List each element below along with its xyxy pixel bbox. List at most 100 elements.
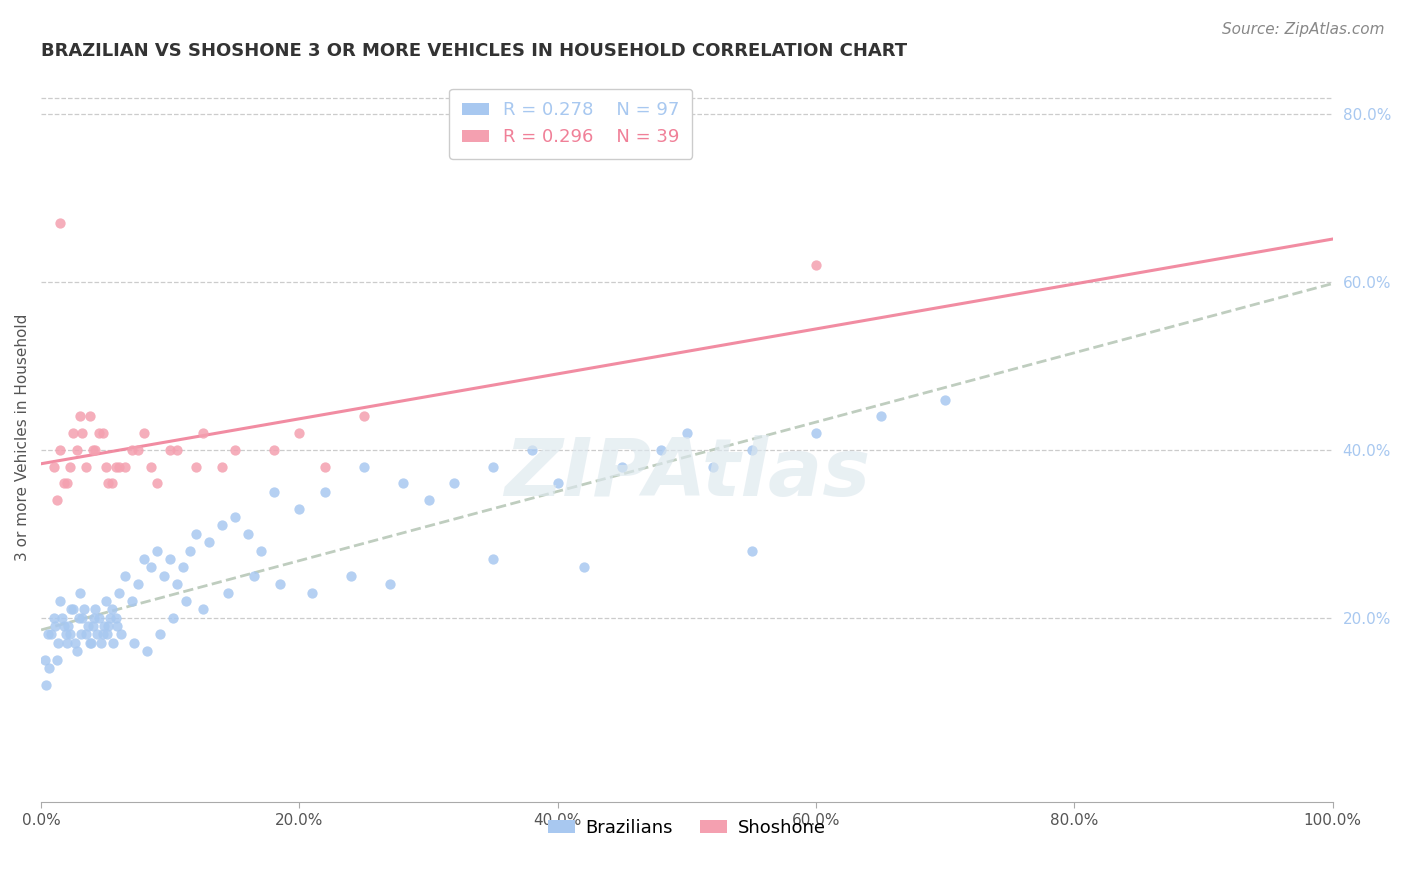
- Point: [174, 594, 197, 608]
- Point: [97, 476, 120, 491]
- Point: [107, 585, 129, 599]
- Point: [86, 627, 108, 641]
- Point: [191, 426, 214, 441]
- Point: [198, 535, 221, 549]
- Point: [66, 442, 89, 457]
- Point: [79, 636, 101, 650]
- Point: [44, 619, 66, 633]
- Y-axis label: 3 or more Vehicles in Household: 3 or more Vehicles in Household: [15, 314, 30, 561]
- Point: [162, 611, 184, 625]
- Point: [72, 426, 94, 441]
- Text: ZIPAtlas: ZIPAtlas: [503, 434, 870, 513]
- Point: [166, 577, 188, 591]
- Point: [101, 602, 124, 616]
- Point: [91, 426, 114, 441]
- Point: [249, 543, 271, 558]
- Point: [314, 459, 336, 474]
- Point: [217, 585, 239, 599]
- Point: [56, 476, 79, 491]
- Point: [96, 627, 118, 641]
- Point: [136, 644, 159, 658]
- Point: [66, 644, 89, 658]
- Point: [75, 459, 97, 474]
- Point: [741, 543, 763, 558]
- Point: [59, 602, 82, 616]
- Point: [520, 442, 543, 457]
- Point: [69, 409, 91, 424]
- Point: [482, 552, 505, 566]
- Point: [804, 259, 827, 273]
- Point: [63, 636, 86, 650]
- Point: [89, 636, 111, 650]
- Point: [146, 543, 169, 558]
- Point: [443, 476, 465, 491]
- Point: [572, 560, 595, 574]
- Point: [191, 602, 214, 616]
- Point: [53, 476, 76, 491]
- Point: [391, 476, 413, 491]
- Point: [105, 459, 128, 474]
- Point: [56, 636, 79, 650]
- Point: [263, 442, 285, 457]
- Point: [51, 611, 73, 625]
- Point: [75, 627, 97, 641]
- Point: [58, 459, 80, 474]
- Point: [38, 661, 60, 675]
- Point: [82, 442, 104, 457]
- Point: [121, 594, 143, 608]
- Point: [122, 636, 145, 650]
- Point: [107, 459, 129, 474]
- Point: [103, 636, 125, 650]
- Point: [224, 510, 246, 524]
- Point: [49, 442, 72, 457]
- Point: [482, 459, 505, 474]
- Point: [49, 216, 72, 230]
- Point: [94, 594, 117, 608]
- Point: [62, 602, 84, 616]
- Point: [45, 493, 67, 508]
- Point: [184, 459, 207, 474]
- Point: [42, 611, 65, 625]
- Point: [98, 611, 121, 625]
- Point: [612, 459, 634, 474]
- Point: [73, 602, 96, 616]
- Point: [139, 459, 162, 474]
- Point: [83, 611, 105, 625]
- Point: [76, 619, 98, 633]
- Point: [547, 476, 569, 491]
- Point: [72, 611, 94, 625]
- Point: [84, 602, 107, 616]
- Point: [46, 636, 69, 650]
- Point: [301, 585, 323, 599]
- Point: [110, 627, 132, 641]
- Point: [82, 619, 104, 633]
- Point: [42, 459, 65, 474]
- Point: [224, 442, 246, 457]
- Point: [91, 627, 114, 641]
- Point: [67, 611, 90, 625]
- Point: [58, 619, 80, 633]
- Point: [804, 426, 827, 441]
- Point: [97, 619, 120, 633]
- Point: [69, 585, 91, 599]
- Point: [62, 426, 84, 441]
- Point: [89, 611, 111, 625]
- Point: [53, 619, 76, 633]
- Point: [55, 627, 77, 641]
- Point: [146, 476, 169, 491]
- Point: [243, 568, 266, 582]
- Point: [149, 627, 172, 641]
- Point: [159, 552, 181, 566]
- Point: [70, 627, 93, 641]
- Point: [94, 459, 117, 474]
- Point: [650, 442, 672, 457]
- Text: Source: ZipAtlas.com: Source: ZipAtlas.com: [1222, 22, 1385, 37]
- Point: [288, 501, 311, 516]
- Point: [184, 526, 207, 541]
- Point: [314, 484, 336, 499]
- Point: [676, 426, 699, 441]
- Point: [35, 678, 58, 692]
- Point: [139, 560, 162, 574]
- Point: [127, 577, 149, 591]
- Point: [80, 636, 103, 650]
